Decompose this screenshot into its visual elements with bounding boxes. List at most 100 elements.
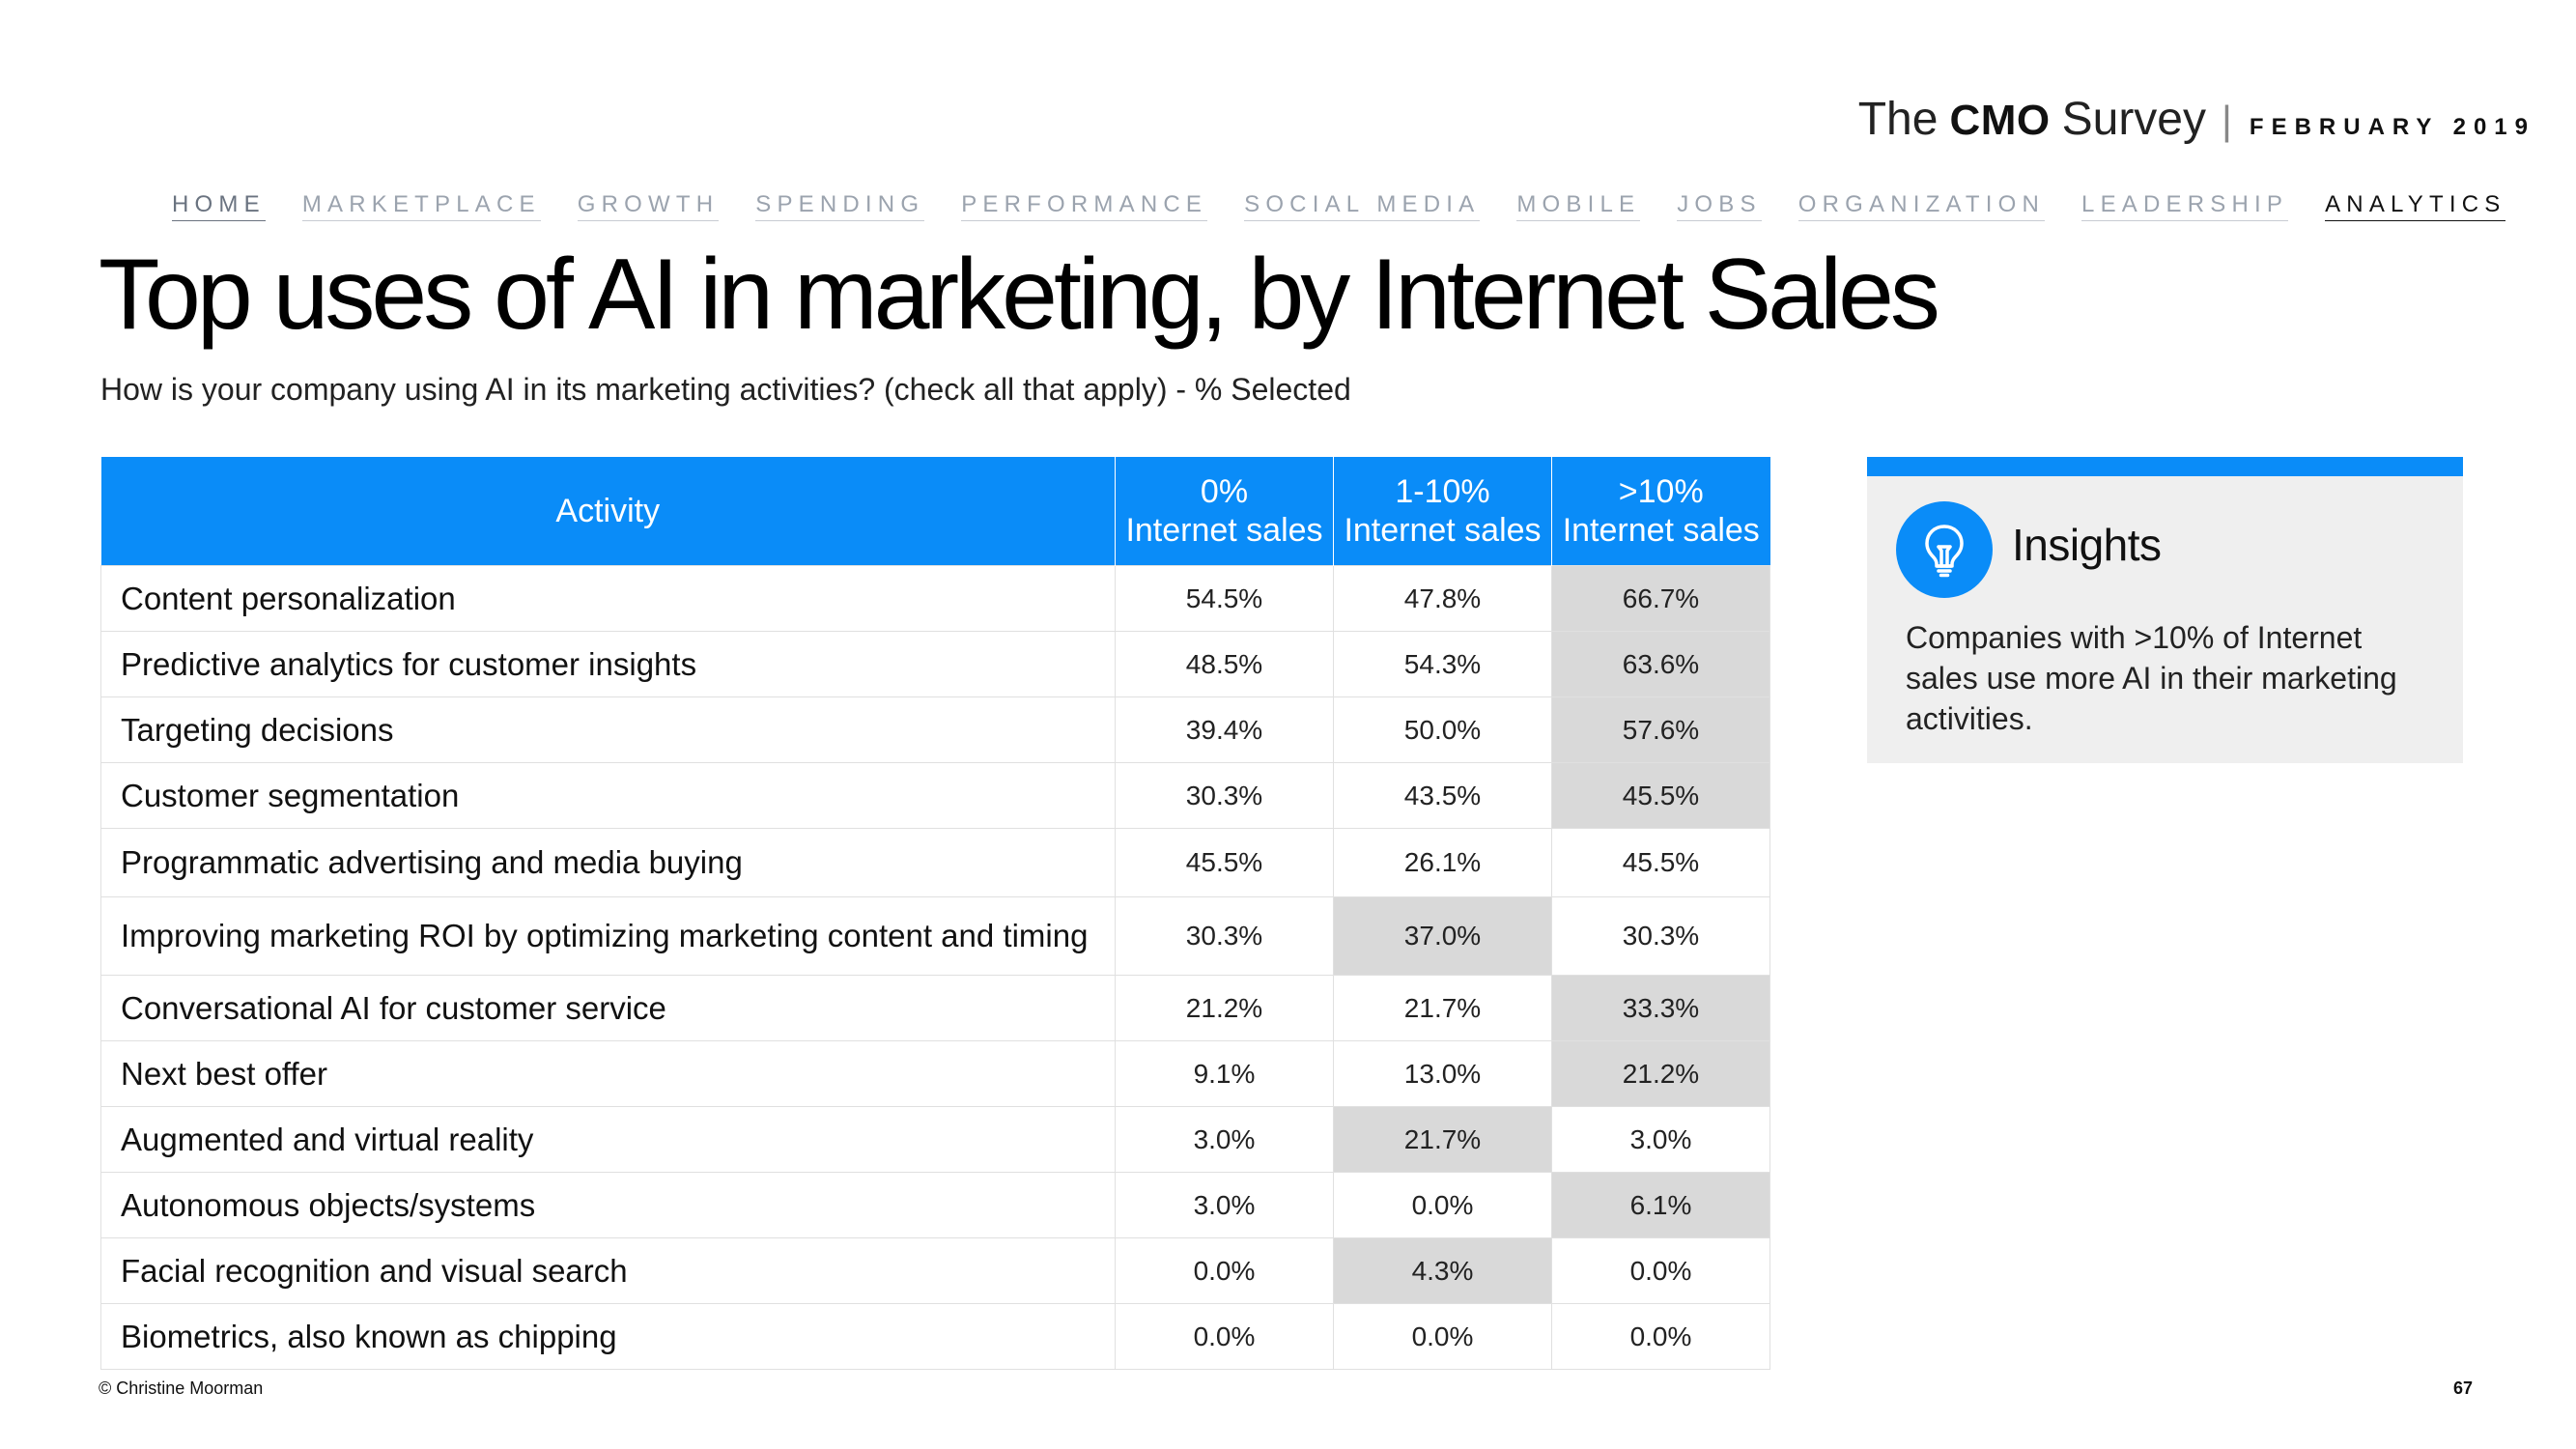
value-cell: 4.3% <box>1333 1237 1552 1304</box>
value-cell: 26.1% <box>1333 828 1552 897</box>
ai-uses-table: Activity 0% Internet sales 1-10% Internet … <box>100 457 1770 1370</box>
nav-performance[interactable]: PERFORMANCE <box>961 191 1208 221</box>
value-cell: 30.3% <box>1551 896 1770 976</box>
activity-cell: Customer segmentation <box>100 762 1116 829</box>
table-row: Content personalization 54.5% 47.8% 66.7% <box>100 565 1770 632</box>
header-activity-label: Activity <box>555 493 661 529</box>
value-cell: 30.3% <box>1115 896 1334 976</box>
table-header-row: Activity 0% Internet sales 1-10% Internet … <box>100 457 1770 566</box>
nav-organization[interactable]: ORGANIZATION <box>1798 191 2046 221</box>
nav-mobile[interactable]: MOBILE <box>1516 191 1641 221</box>
nav-analytics[interactable]: ANALYTICS <box>2325 191 2506 221</box>
header-line1: >10% <box>1618 473 1704 510</box>
table-row: Next best offer 9.1% 13.0% 21.2% <box>100 1040 1770 1107</box>
activity-cell: Improving marketing ROI by optimizing ma… <box>100 896 1116 976</box>
activity-cell: Biometrics, also known as chipping <box>100 1303 1116 1370</box>
page-title: Top uses of AI in marketing, by Internet… <box>99 239 1940 351</box>
value-cell: 54.3% <box>1333 631 1552 697</box>
brand-survey: Survey <box>2061 94 2206 145</box>
header-1-10-percent: 1-10% Internet sales <box>1333 457 1552 566</box>
value-cell: 39.4% <box>1115 696 1334 763</box>
brand-header: The CMO Survey | FEBRUARY 2019 <box>1858 93 2535 146</box>
activity-cell: Augmented and virtual reality <box>100 1106 1116 1173</box>
table-row: Biometrics, also known as chipping 0.0% 0.… <box>100 1303 1770 1370</box>
value-cell: 21.7% <box>1333 975 1552 1041</box>
value-cell: 9.1% <box>1115 1040 1334 1107</box>
value-cell: 37.0% <box>1333 896 1552 976</box>
value-cell: 45.5% <box>1551 762 1770 829</box>
brand-the: The <box>1857 94 1939 145</box>
value-cell: 0.0% <box>1115 1237 1334 1304</box>
page-subtitle: How is your company using AI in its mark… <box>100 372 1351 407</box>
header-line1: 1-10% <box>1395 473 1490 510</box>
value-cell: 0.0% <box>1333 1172 1552 1238</box>
activity-cell: Conversational AI for customer service <box>100 975 1116 1041</box>
value-cell: 6.1% <box>1551 1172 1770 1238</box>
page-number: 67 <box>2453 1378 2474 1398</box>
value-cell: 57.6% <box>1551 696 1770 763</box>
header-over-10-percent: >10% Internet sales <box>1551 457 1770 566</box>
value-cell: 48.5% <box>1115 631 1334 697</box>
value-cell: 33.3% <box>1551 975 1770 1041</box>
table-row: Augmented and virtual reality 3.0% 21.7% 3.… <box>100 1106 1770 1173</box>
brand-date: FEBRUARY 2019 <box>2249 114 2535 140</box>
value-cell: 0.0% <box>1333 1303 1552 1370</box>
value-cell: 66.7% <box>1551 565 1770 632</box>
activity-cell: Predictive analytics for customer insigh… <box>100 631 1116 697</box>
header-line2: Internet sales <box>1562 512 1760 549</box>
value-cell: 45.5% <box>1115 828 1334 897</box>
value-cell: 21.2% <box>1115 975 1334 1041</box>
value-cell: 13.0% <box>1333 1040 1552 1107</box>
nav-marketplace[interactable]: MARKETPLACE <box>301 191 541 221</box>
value-cell: 0.0% <box>1551 1237 1770 1304</box>
value-cell: 3.0% <box>1115 1106 1334 1173</box>
table-row: Programmatic advertising and media buyin… <box>100 828 1770 897</box>
value-cell: 54.5% <box>1115 565 1334 632</box>
insights-heading: Insights <box>2012 520 2162 570</box>
nav-social-media[interactable]: SOCIAL MEDIA <box>1244 191 1481 221</box>
header-line2: Internet sales <box>1125 512 1323 549</box>
insights-panel: Insights Companies with >10% of Internet… <box>1867 457 2463 763</box>
activity-cell: Facial recognition and visual search <box>100 1237 1116 1304</box>
insights-text: Companies with >10% of Internet sales us… <box>1906 620 2397 736</box>
activity-cell: Programmatic advertising and media buyin… <box>100 828 1116 897</box>
activity-cell: Content personalization <box>100 565 1116 632</box>
lightbulb-icon <box>1896 501 1993 598</box>
nav-jobs[interactable]: JOBS <box>1677 191 1762 221</box>
value-cell: 30.3% <box>1115 762 1334 829</box>
table-row: Conversational AI for customer service 21… <box>100 975 1770 1041</box>
header-0-percent: 0% Internet sales <box>1115 457 1334 566</box>
brand-separator: | <box>2222 98 2232 143</box>
table-row: Autonomous objects/systems 3.0% 0.0% 6.1% <box>100 1172 1770 1238</box>
table-row: Targeting decisions 39.4% 50.0% 57.6% <box>100 696 1770 763</box>
activity-cell: Targeting decisions <box>100 696 1116 763</box>
activity-cell: Autonomous objects/systems <box>100 1172 1116 1238</box>
table-row: Facial recognition and visual search 0.0%… <box>100 1237 1770 1304</box>
nav-spending[interactable]: SPENDING <box>755 191 925 221</box>
value-cell: 3.0% <box>1115 1172 1334 1238</box>
value-cell: 21.7% <box>1333 1106 1552 1173</box>
section-nav: HOME MARKETPLACE GROWTH SPENDING PERFORM… <box>172 191 2506 221</box>
activity-cell: Next best offer <box>100 1040 1116 1107</box>
value-cell: 0.0% <box>1115 1303 1334 1370</box>
table-row: Predictive analytics for customer insigh… <box>100 631 1770 697</box>
value-cell: 50.0% <box>1333 696 1552 763</box>
value-cell: 63.6% <box>1551 631 1770 697</box>
table-row: Improving marketing ROI by optimizing ma… <box>100 896 1770 976</box>
value-cell: 3.0% <box>1551 1106 1770 1173</box>
value-cell: 43.5% <box>1333 762 1552 829</box>
header-activity: Activity <box>100 457 1116 566</box>
copyright: © Christine Moorman <box>99 1378 264 1398</box>
value-cell: 47.8% <box>1333 565 1552 632</box>
value-cell: 21.2% <box>1551 1040 1770 1107</box>
table-body: Content personalization 54.5% 47.8% 66.7% Pr… <box>100 565 1770 1370</box>
nav-growth[interactable]: GROWTH <box>577 191 720 221</box>
value-cell: 0.0% <box>1551 1303 1770 1370</box>
table-row: Customer segmentation 30.3% 43.5% 45.5% <box>100 762 1770 829</box>
header-line2: Internet sales <box>1344 512 1542 549</box>
nav-home[interactable]: HOME <box>172 191 266 221</box>
header-line1: 0% <box>1200 473 1249 510</box>
brand-cmo: CMO <box>1949 97 2051 144</box>
nav-leadership[interactable]: LEADERSHIP <box>2081 191 2289 221</box>
value-cell: 45.5% <box>1551 828 1770 897</box>
